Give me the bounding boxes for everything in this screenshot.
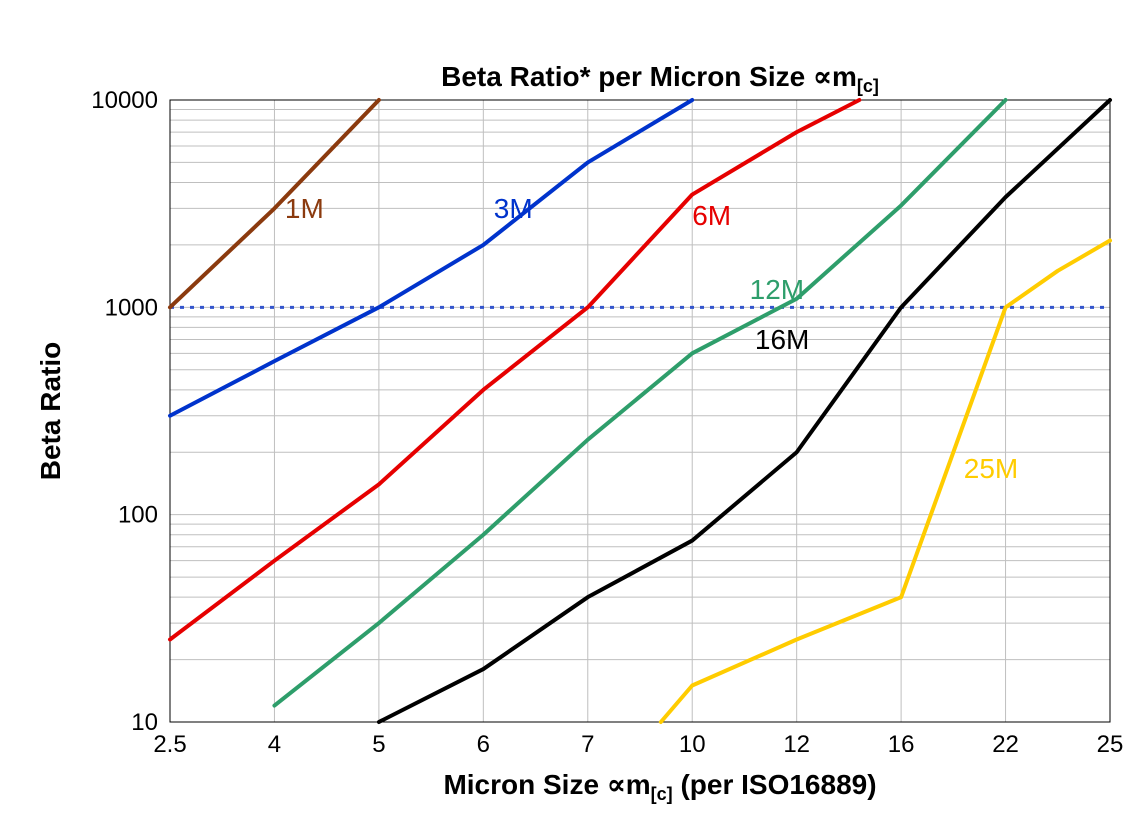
series-label-25M: 25M (964, 453, 1018, 484)
series-label-1M: 1M (285, 193, 324, 224)
series-label-6M: 6M (692, 200, 731, 231)
x-tick-label: 25 (1097, 731, 1124, 758)
y-tick-label: 100 (118, 502, 158, 529)
chart-title: Beta Ratio* per Micron Size ∝m[c] (441, 61, 879, 96)
x-tick-label: 16 (888, 731, 915, 758)
x-tick-label: 2.5 (153, 731, 186, 758)
x-tick-label: 6 (477, 731, 490, 758)
x-tick-label: 22 (992, 731, 1019, 758)
x-tick-label: 12 (783, 731, 810, 758)
y-tick-label: 10000 (91, 87, 158, 114)
y-axis-label: Beta Ratio (35, 342, 66, 480)
x-tick-label: 4 (268, 731, 281, 758)
x-tick-label: 10 (679, 731, 706, 758)
series-label-16M: 16M (755, 324, 809, 355)
series-label-12M: 12M (750, 274, 804, 305)
x-tick-label: 7 (581, 731, 594, 758)
y-tick-label: 10 (131, 709, 158, 736)
x-tick-label: 5 (372, 731, 385, 758)
x-axis-label: Micron Size ∝m[c] (per ISO16889) (443, 769, 876, 804)
series-label-3M: 3M (494, 193, 533, 224)
y-tick-label: 1000 (105, 294, 158, 321)
